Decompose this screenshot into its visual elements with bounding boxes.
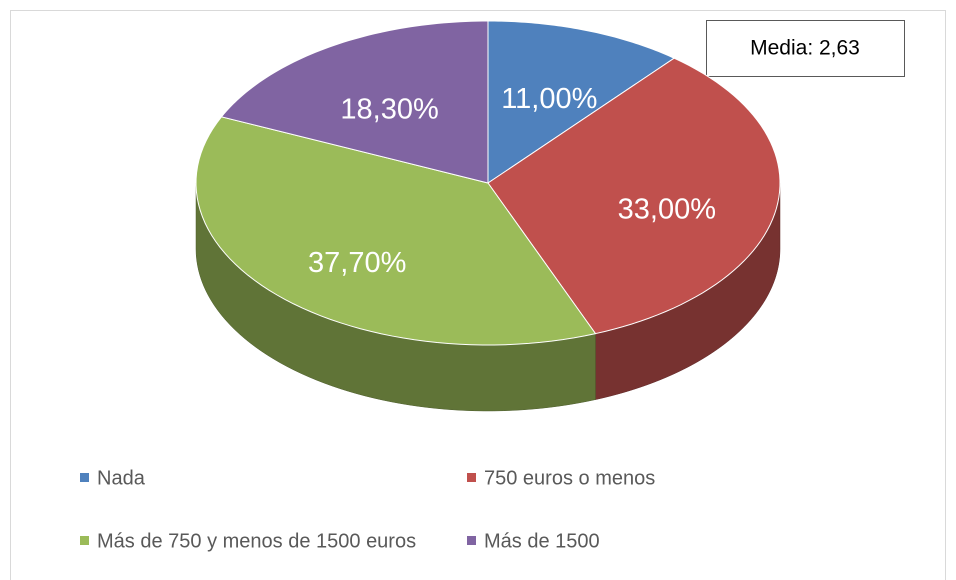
annotation: Media: 2,63 (750, 37, 860, 60)
legend-marker (80, 536, 89, 545)
data-label: 37,70% (308, 247, 406, 279)
legend-marker (467, 536, 476, 545)
slice (487, 57, 781, 335)
data-label: 11,00% (501, 83, 597, 115)
data-label: 33,00% (618, 193, 716, 225)
annotation-box (706, 20, 905, 77)
data-label: 18,30% (340, 93, 438, 125)
legend-label: Nada (97, 467, 146, 489)
legend-marker (80, 473, 89, 482)
slice (487, 20, 676, 184)
slice (220, 20, 489, 184)
slice (195, 116, 597, 346)
legend-marker (467, 473, 476, 482)
legend-label: Más de 1500 (484, 530, 600, 552)
legend-label: 750 euros o menos (484, 467, 655, 489)
legend-label: Más de 750 y menos de 1500 euros (97, 530, 416, 552)
